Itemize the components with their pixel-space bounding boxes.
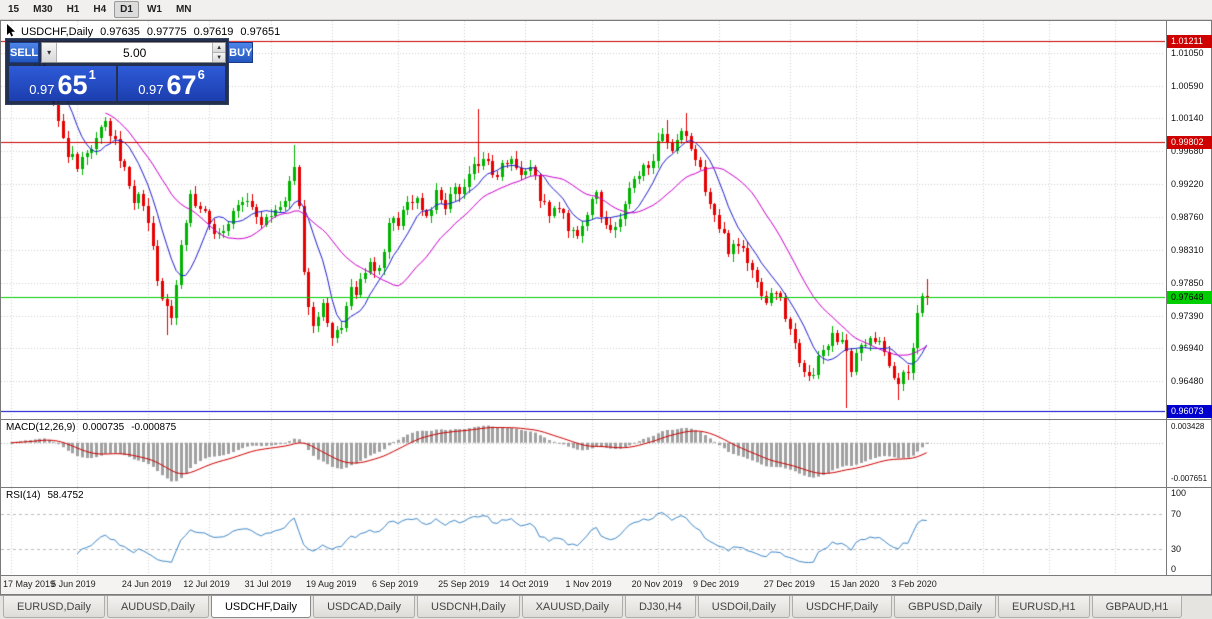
volume-decrease-button[interactable]: ▼ — [213, 53, 226, 62]
price-axis-label: 0.99220 — [1171, 179, 1204, 190]
low-price: 0.97619 — [193, 26, 234, 38]
macd-name: MACD(12,26,9) — [6, 422, 76, 433]
macd-axis-label-bottom: -0.007651 — [1171, 474, 1208, 483]
rsi-panel: RSI(14) 58.4752 100 70 30 0 — [1, 488, 1211, 576]
buy-price-pipette: 6 — [197, 67, 205, 82]
time-axis-label: 25 Sep 2019 — [438, 579, 490, 589]
chart-tab-gbpaud-h1-11[interactable]: GBPAUD,H1 — [1091, 596, 1183, 618]
chart-tab-usdchf-daily-8[interactable]: USDCHF,Daily — [791, 596, 893, 618]
price-axis-label: 0.97390 — [1171, 310, 1204, 321]
chart-tab-usdchf-daily-2[interactable]: USDCHF,Daily — [210, 596, 312, 618]
sell-button[interactable]: SELL — [9, 42, 40, 63]
chart-tab-usdcad-daily-3[interactable]: USDCAD,Daily — [313, 596, 416, 618]
timeframe-toolbar: 15 M30 H1 H4 D1 W1 MN — [0, 0, 1212, 20]
time-axis-label: 5 Jun 2019 — [51, 579, 96, 589]
close-price: 0.97651 — [240, 26, 281, 38]
macd-signal-value: -0.000875 — [131, 422, 177, 433]
price-tag: 0.96073 — [1167, 404, 1212, 418]
time-axis-label: 9 Dec 2019 — [693, 579, 740, 589]
open-price: 0.97635 — [100, 26, 140, 38]
symbol-period-label: USDCHF,Daily — [21, 26, 94, 38]
price-axis-label: 0.99680 — [1171, 146, 1204, 157]
chart-title: USDCHF,Daily 0.97635 0.97775 0.97619 0.9… — [6, 24, 280, 40]
buy-price-big-digits: 67 — [166, 70, 197, 101]
volume-control: ▾ ▲ ▼ — [41, 42, 227, 63]
time-axis-label: 15 Jan 2020 — [829, 579, 880, 589]
chart-tab-usdcnh-daily-4[interactable]: USDCNH,Daily — [417, 596, 520, 618]
main-chart-panel: USDCHF,Daily 0.97635 0.97775 0.97619 0.9… — [1, 21, 1212, 420]
price-axis-label: 0.98760 — [1171, 212, 1204, 223]
price-tag: 0.99802 — [1167, 136, 1212, 150]
rsi-axis-label-70: 70 — [1171, 509, 1182, 520]
price-axis-label: 1.01050 — [1171, 47, 1204, 58]
macd-label: MACD(12,26,9) 0.000735 -0.000875 — [6, 422, 176, 433]
price-axis-label: 1.00590 — [1171, 80, 1204, 91]
timeframe-button-mn[interactable]: MN — [175, 4, 192, 15]
macd-panel: MACD(12,26,9) 0.000735 -0.000875 0.00342… — [1, 420, 1211, 488]
price-axis-label: 0.98310 — [1171, 244, 1204, 255]
buy-price-display[interactable]: 0.97 67 6 — [118, 66, 225, 101]
price-axis-label: 0.96940 — [1171, 343, 1204, 354]
chart-tab-usdoil-daily-7[interactable]: USDOil,Daily — [697, 596, 790, 618]
time-axis[interactable]: 17 May 2019 5 Jun 2019 24 Jun 2019 12 Jul 2… — [1, 576, 1211, 594]
sell-price-display[interactable]: 0.97 65 1 — [9, 66, 116, 101]
price-axis-label: 0.97850 — [1171, 277, 1204, 288]
price-tag: 0.97648 — [1167, 291, 1212, 305]
volume-increase-button[interactable]: ▲ — [213, 43, 226, 53]
time-axis-label: 24 Jun 2019 — [121, 579, 172, 589]
time-axis-label: 12 Jul 2019 — [183, 579, 230, 589]
volume-dropdown-arrow-icon[interactable]: ▾ — [42, 43, 58, 62]
macd-value: 0.000735 — [82, 422, 125, 433]
chart-tab-eurusd-daily-0[interactable]: EURUSD,Daily — [3, 596, 105, 618]
timeframe-button-d1[interactable]: D1 — [114, 1, 139, 18]
rsi-name: RSI(14) — [6, 490, 41, 501]
time-axis-label: 6 Sep 2019 — [372, 579, 419, 589]
buy-price-prefix: 0.97 — [138, 82, 164, 98]
rsi-canvas[interactable] — [1, 488, 1165, 575]
price-tag: 1.01211 — [1167, 35, 1212, 49]
rsi-axis-label-30: 30 — [1171, 543, 1182, 554]
buy-button[interactable]: BUY — [228, 42, 254, 63]
timeframe-button-h1[interactable]: H1 — [66, 4, 80, 15]
sell-price-prefix: 0.97 — [29, 82, 55, 98]
chart-tab-bar: EURUSD,Daily AUDUSD,Daily USDCHF,Daily USDC… — [0, 595, 1212, 619]
mouse-cursor-icon — [6, 24, 16, 40]
time-axis-label: 3 Feb 2020 — [891, 579, 937, 589]
time-axis-label: 27 Dec 2019 — [763, 579, 815, 589]
macd-axis-label-top: 0.003428 — [1171, 422, 1205, 431]
rsi-value: 58.4752 — [47, 490, 84, 501]
price-axis[interactable]: 1.01050 1.00590 1.00140 0.99680 0.99220 0.987… — [1166, 21, 1212, 419]
sell-price-big-digits: 65 — [57, 70, 88, 101]
chart-tab-dj30-h4-6[interactable]: DJ30,H4 — [624, 596, 696, 618]
chart-tab-eurusd-h1-10[interactable]: EURUSD,H1 — [998, 596, 1090, 618]
timeframe-button-w1[interactable]: W1 — [146, 4, 162, 15]
high-price: 0.97775 — [146, 26, 187, 38]
time-axis-label: 20 Nov 2019 — [631, 579, 683, 589]
price-axis-label: 0.96480 — [1171, 376, 1204, 387]
one-click-trading-panel: SELL ▾ ▲ ▼ BUY 0.97 65 1 — [5, 38, 254, 105]
rsi-axis[interactable]: 100 70 30 0 — [1166, 488, 1211, 575]
price-axis-label: 1.00140 — [1171, 113, 1204, 124]
chart-tab-audusd-daily-1[interactable]: AUDUSD,Daily — [106, 596, 209, 618]
macd-axis[interactable]: 0.003428 -0.007651 — [1166, 420, 1211, 487]
time-axis-label: 31 Jul 2019 — [244, 579, 292, 589]
chart-tab-gbpusd-daily-9[interactable]: GBPUSD,Daily — [894, 596, 997, 618]
rsi-label: RSI(14) 58.4752 — [6, 490, 84, 501]
timeframe-button-h4[interactable]: H4 — [93, 4, 107, 15]
timeframe-button-m30[interactable]: M30 — [33, 4, 53, 15]
rsi-axis-label-100: 100 — [1171, 488, 1187, 498]
sell-price-pipette: 1 — [88, 67, 96, 82]
chart-window: USDCHF,Daily 0.97635 0.97775 0.97619 0.9… — [0, 20, 1212, 595]
timeframe-button-15[interactable]: 15 — [8, 4, 20, 15]
time-axis-label: 17 May 2019 — [3, 579, 56, 589]
chart-tab-xauusd-daily-5[interactable]: XAUUSD,Daily — [521, 596, 623, 618]
time-axis-label: 19 Aug 2019 — [305, 579, 357, 589]
rsi-axis-label-0: 0 — [1171, 564, 1177, 574]
time-axis-label: 1 Nov 2019 — [565, 579, 612, 589]
macd-canvas[interactable] — [1, 420, 1165, 487]
volume-input[interactable] — [57, 43, 213, 62]
time-axis-label: 14 Oct 2019 — [499, 579, 549, 589]
